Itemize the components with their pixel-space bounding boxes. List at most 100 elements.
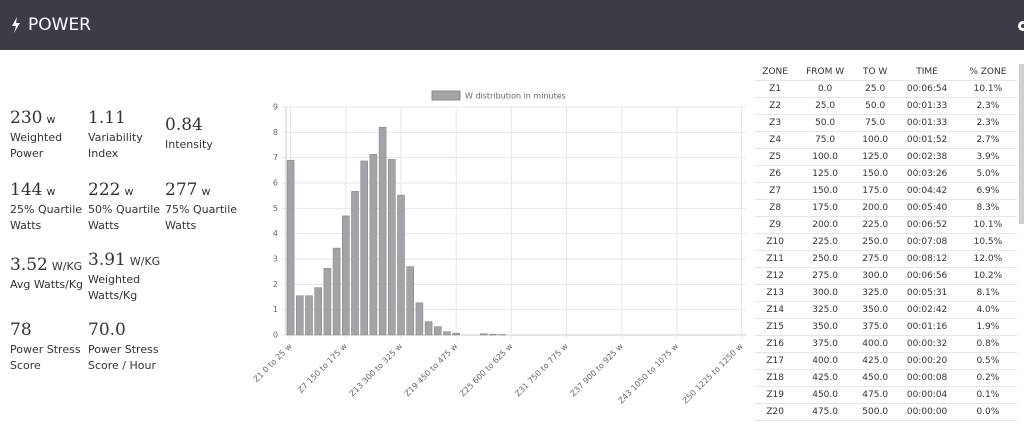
metric-value: 222 [88,180,121,200]
y-tick-label: 0 [273,331,278,340]
table-cell: 00:01:33 [895,114,959,132]
table-cell: 00:07:08 [895,233,959,251]
table-cell: 350.0 [795,318,855,336]
table-cell: Z20 [755,403,796,421]
zone-table: ZONE FROM W TO W TIME% ZONE Z1 0.0 25.0 00:06:5… [755,64,1017,421]
table-cell: Z6 [755,165,796,183]
table-cell: 275.0 [854,250,896,268]
metric-unit: w [124,185,134,198]
table-cell: Z5 [755,148,796,166]
metric-unit: w [46,185,56,198]
x-tick-label: Z31 750 to 775 w [513,342,570,399]
table-cell: Z2 [755,97,796,115]
table-row: Z3 50.0 75.0 00:01:33 2.3% [755,114,1017,132]
x-tick-label: Z37 900 to 925 w [568,342,625,399]
metric: 3.91 W/KG Weighted Watts/Kg [88,250,164,304]
settings-icon[interactable] [1016,19,1024,33]
table-cell: 250.0 [795,250,855,268]
table-header-cell: % ZONE [958,64,1017,81]
table-cell: 450.0 [854,369,896,387]
y-tick-label: 8 [273,128,278,137]
metric-label: Power Stress Score [10,343,81,372]
table-cell: Z9 [755,216,796,234]
table-cell: 0.0 [795,80,855,98]
table-row: Z2 25.0 50.0 00:01:33 2.3% [755,97,1017,115]
metric: 222 w 50% Quartile Watts [88,180,164,234]
table-cell: 00:00:08 [895,369,959,387]
metric: 78 Power Stress Score [10,320,86,374]
table-cell: 0.1% [958,386,1017,404]
metric-value: 70.0 [88,320,126,340]
table-row: Z6 125.0 150.0 00:03:26 5.0% [755,165,1017,183]
bar [388,159,396,336]
table-row: Z9 200.0 225.0 00:06:52 10.1% [755,216,1017,234]
metric-unit: W/KG [51,260,83,273]
bar [397,194,405,336]
metric-value-row: 0.84 [165,115,241,135]
table-cell: Z8 [755,199,796,217]
table-cell: Z16 [755,335,796,353]
table-cell: 350.0 [854,301,896,319]
table-row: Z18 425.0 450.0 00:00:08 0.2% [755,369,1017,387]
table-cell: 100.0 [795,148,855,166]
table-cell: 00:00:20 [895,352,959,370]
metric-value: 277 [165,180,198,200]
table-cell: 25.0 [854,80,896,98]
table-cell: 125.0 [854,148,896,166]
x-tick-label: Z25 600 to 625 w [458,342,515,399]
bar [314,287,322,336]
table-cell: 00:05:31 [895,284,959,302]
bar [480,333,488,336]
table-cell: Z12 [755,267,796,285]
y-tick-label: 2 [273,280,278,289]
table-cell: 10.2% [958,267,1017,285]
metric: 70.0 Power Stress Score / Hour [88,320,164,374]
table-cell: 10.5% [958,233,1017,251]
y-tick-label: 3 [273,255,278,264]
x-tick-label: Z50 1225 to 1250 w [681,341,745,405]
table-cell: 10.1% [958,216,1017,234]
bar [415,302,424,336]
table-cell: Z7 [755,182,796,200]
table-cell: 4.0% [958,301,1017,319]
table-cell: 12.0% [958,250,1017,268]
bar [342,215,350,336]
bar [434,326,442,336]
header-title: POWER [28,15,91,35]
table-cell: 150.0 [854,165,896,183]
bar [360,160,368,336]
scrollbar[interactable] [1019,64,1024,224]
metric-value: 0.84 [165,115,203,135]
metric-label: Power Stress Score / Hour [88,343,159,372]
table-row: Z13 300.0 325.0 00:05:31 8.1% [755,284,1017,302]
table-cell: 00:01:52 [895,131,959,149]
metric: 144 w 25% Quartile Watts [10,180,86,234]
table-header-cell: TO W [854,64,896,81]
bar [443,331,451,336]
table-cell: Z15 [755,318,796,336]
table-row: Z7 150.0 175.0 00:04:42 6.9% [755,182,1017,200]
table-cell: 00:02:38 [895,148,959,166]
bar [305,295,313,336]
table-cell: 00:01:33 [895,97,959,115]
table-cell: 175.0 [854,182,896,200]
table-cell: 00:08:12 [895,250,959,268]
bar [424,321,433,336]
metric-value: 230 [10,108,43,128]
metric-value-row: 70.0 [88,320,164,340]
bar [332,247,341,336]
bar [296,295,304,336]
table-row: Z10 225.0 250.0 00:07:08 10.5% [755,233,1017,251]
table-cell: 10.1% [958,80,1017,98]
y-tick-label: 6 [273,179,278,188]
table-row: Z1 0.0 25.0 00:06:54 10.1% [755,80,1017,98]
table-cell: Z18 [755,369,796,387]
table-cell: Z13 [755,284,796,302]
y-tick-label: 1 [273,305,278,314]
metric-value-row: 78 [10,320,86,340]
table-cell: 175.0 [795,199,855,217]
table-cell: 50.0 [854,97,896,115]
table-cell: Z3 [755,114,796,132]
table-cell: 75.0 [854,114,896,132]
